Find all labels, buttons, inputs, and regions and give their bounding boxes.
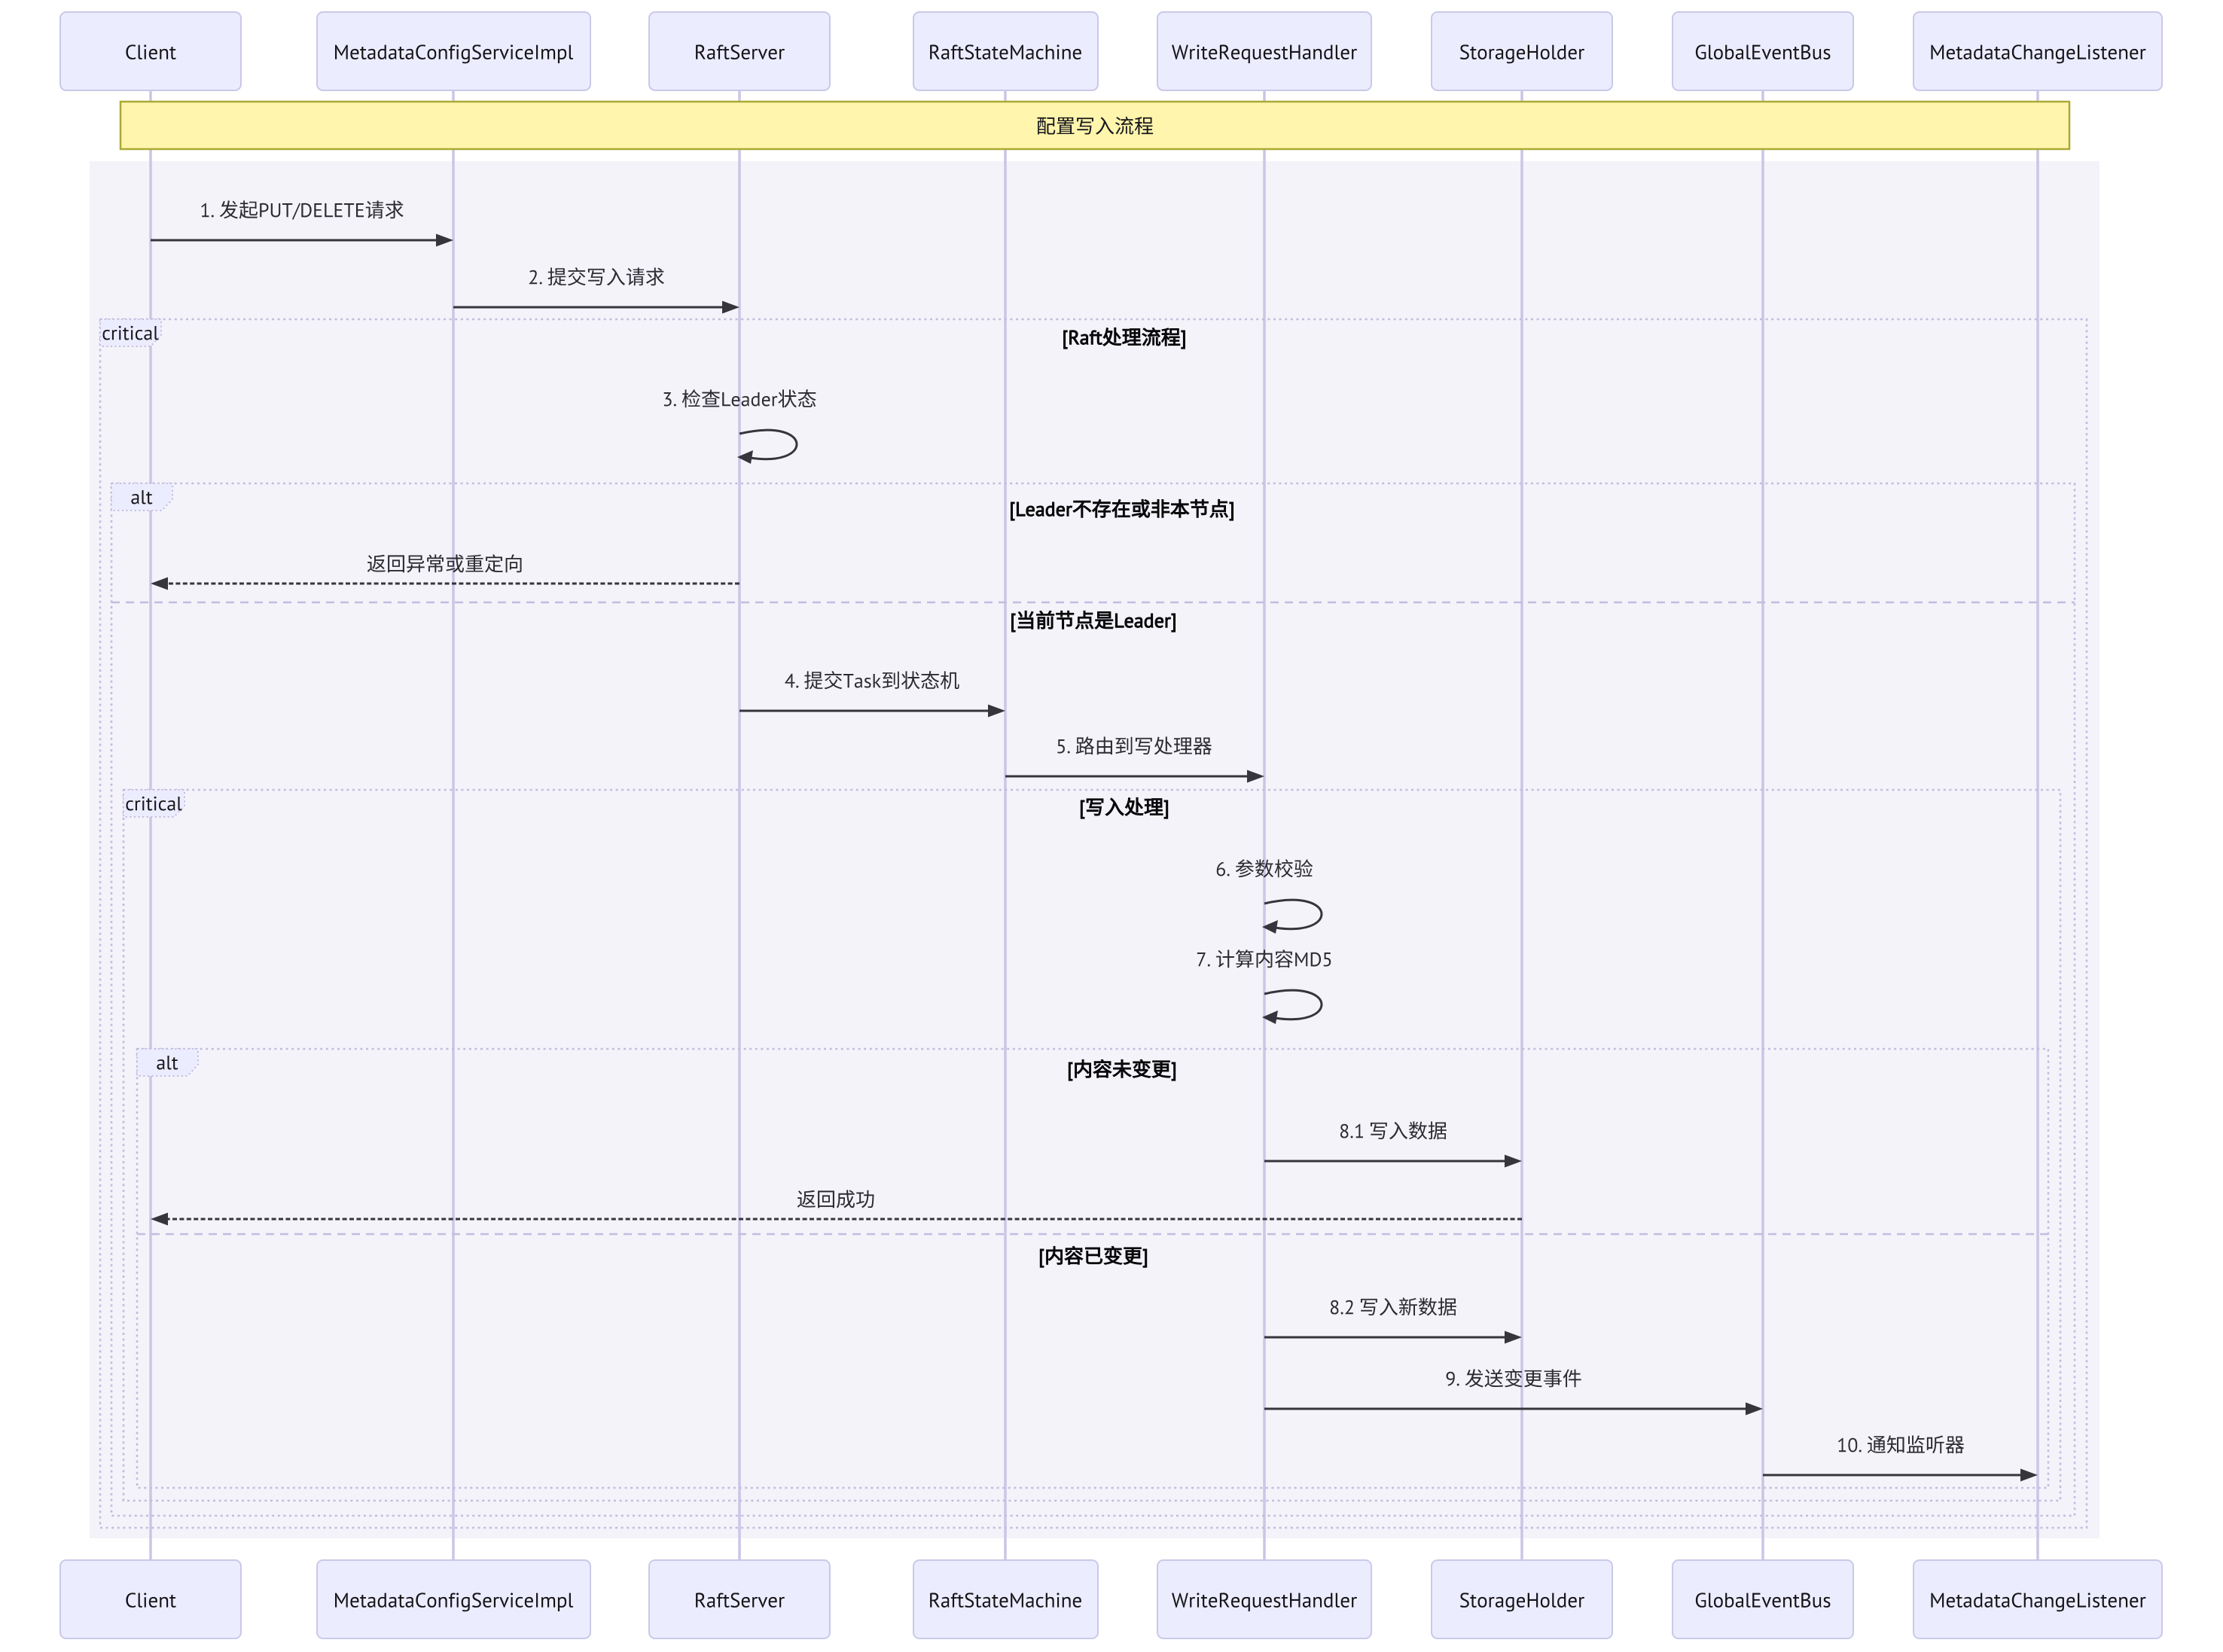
block-critical-2 xyxy=(122,788,2062,1502)
actor-top-metadataconfigserviceimpl xyxy=(316,11,591,91)
actor-bottom-metadataconfigserviceimpl xyxy=(316,1559,591,1639)
actor-bottom-client-label xyxy=(126,1593,176,1608)
block-1-else-title xyxy=(1011,610,1176,632)
actor-top-storageholder xyxy=(1431,11,1613,91)
message-12-label xyxy=(1446,1369,1581,1388)
message-6-label xyxy=(1057,736,1212,755)
actor-bottom-metadatachangelistener xyxy=(1913,1559,2163,1639)
message-1-arrowhead xyxy=(436,233,453,247)
diagram-title xyxy=(1037,116,1154,135)
block-3-else-title xyxy=(1039,1245,1148,1268)
actor-top-client-label xyxy=(126,44,176,59)
message-2-arrowhead xyxy=(722,300,739,314)
block-1-title xyxy=(1010,498,1234,521)
message-11-label xyxy=(1330,1297,1456,1316)
actor-top-writerequesthandler-label xyxy=(1172,44,1357,63)
highlight-background xyxy=(90,161,2100,1538)
message-7-self-loop xyxy=(1264,898,1323,931)
actor-bottom-raftstatemachine xyxy=(913,1559,1099,1639)
message-8-arrowhead xyxy=(1262,1010,1278,1024)
actor-bottom-metadataconfigserviceimpl-label xyxy=(334,1593,574,1612)
message-10-label xyxy=(797,1190,874,1209)
block-1-keyword xyxy=(131,490,153,504)
message-4-arrowhead xyxy=(151,577,168,590)
actor-top-raftstatemachine-label xyxy=(930,44,1081,59)
actor-top-raftserver xyxy=(648,11,831,91)
actor-top-metadatachangelistener-label xyxy=(1931,44,2146,64)
actor-top-metadataconfigserviceimpl-label xyxy=(334,44,574,64)
message-10-arrowhead xyxy=(151,1212,168,1226)
message-4-label xyxy=(367,554,522,573)
block-2-keyword xyxy=(126,796,182,811)
block-label-box-2 xyxy=(123,789,185,818)
block-label-box-0 xyxy=(99,319,162,347)
block-0-keyword xyxy=(102,325,159,340)
actor-bottom-storageholder xyxy=(1431,1559,1613,1639)
message-9-arrowhead xyxy=(1505,1154,1522,1168)
message-7-label xyxy=(1216,859,1313,878)
message-7-arrowhead xyxy=(1262,920,1278,934)
actor-bottom-raftstatemachine-label xyxy=(930,1593,1081,1608)
actor-top-metadatachangelistener xyxy=(1913,11,2163,91)
message-13-label xyxy=(1837,1435,1965,1454)
message-3-self-loop xyxy=(739,428,798,461)
message-12-arrowhead xyxy=(1746,1402,1763,1416)
actor-top-globaleventbus-label xyxy=(1695,44,1831,59)
message-8-self-loop xyxy=(1264,989,1323,1021)
actor-bottom-storageholder-label xyxy=(1459,1593,1585,1612)
message-6-arrowhead xyxy=(1247,770,1264,783)
actor-bottom-globaleventbus-label xyxy=(1695,1593,1831,1608)
message-8-label xyxy=(1197,949,1331,968)
message-5-label xyxy=(785,671,959,690)
actor-top-raftstatemachine xyxy=(913,11,1099,91)
message-13-arrowhead xyxy=(2020,1468,2038,1482)
block-3-keyword xyxy=(157,1056,178,1070)
message-11-arrowhead xyxy=(1505,1330,1522,1344)
message-3-label xyxy=(663,389,816,408)
message-3-arrowhead xyxy=(737,450,753,464)
actor-bottom-writerequesthandler-label xyxy=(1172,1593,1357,1611)
block-0-title xyxy=(1063,327,1185,349)
message-9-label xyxy=(1340,1121,1447,1140)
block-alt-1 xyxy=(110,482,2076,1517)
title-note xyxy=(119,100,2071,151)
actor-top-storageholder-label xyxy=(1459,44,1585,64)
block-3-title xyxy=(1068,1059,1176,1081)
actor-bottom-metadatachangelistener-label xyxy=(1931,1593,2146,1612)
message-1-label xyxy=(201,200,404,220)
actor-bottom-raftserver xyxy=(648,1559,831,1639)
message-5-arrowhead xyxy=(988,704,1005,718)
block-alt-3 xyxy=(136,1047,2050,1489)
message-2-label xyxy=(529,267,664,286)
block-2-title xyxy=(1080,797,1169,819)
